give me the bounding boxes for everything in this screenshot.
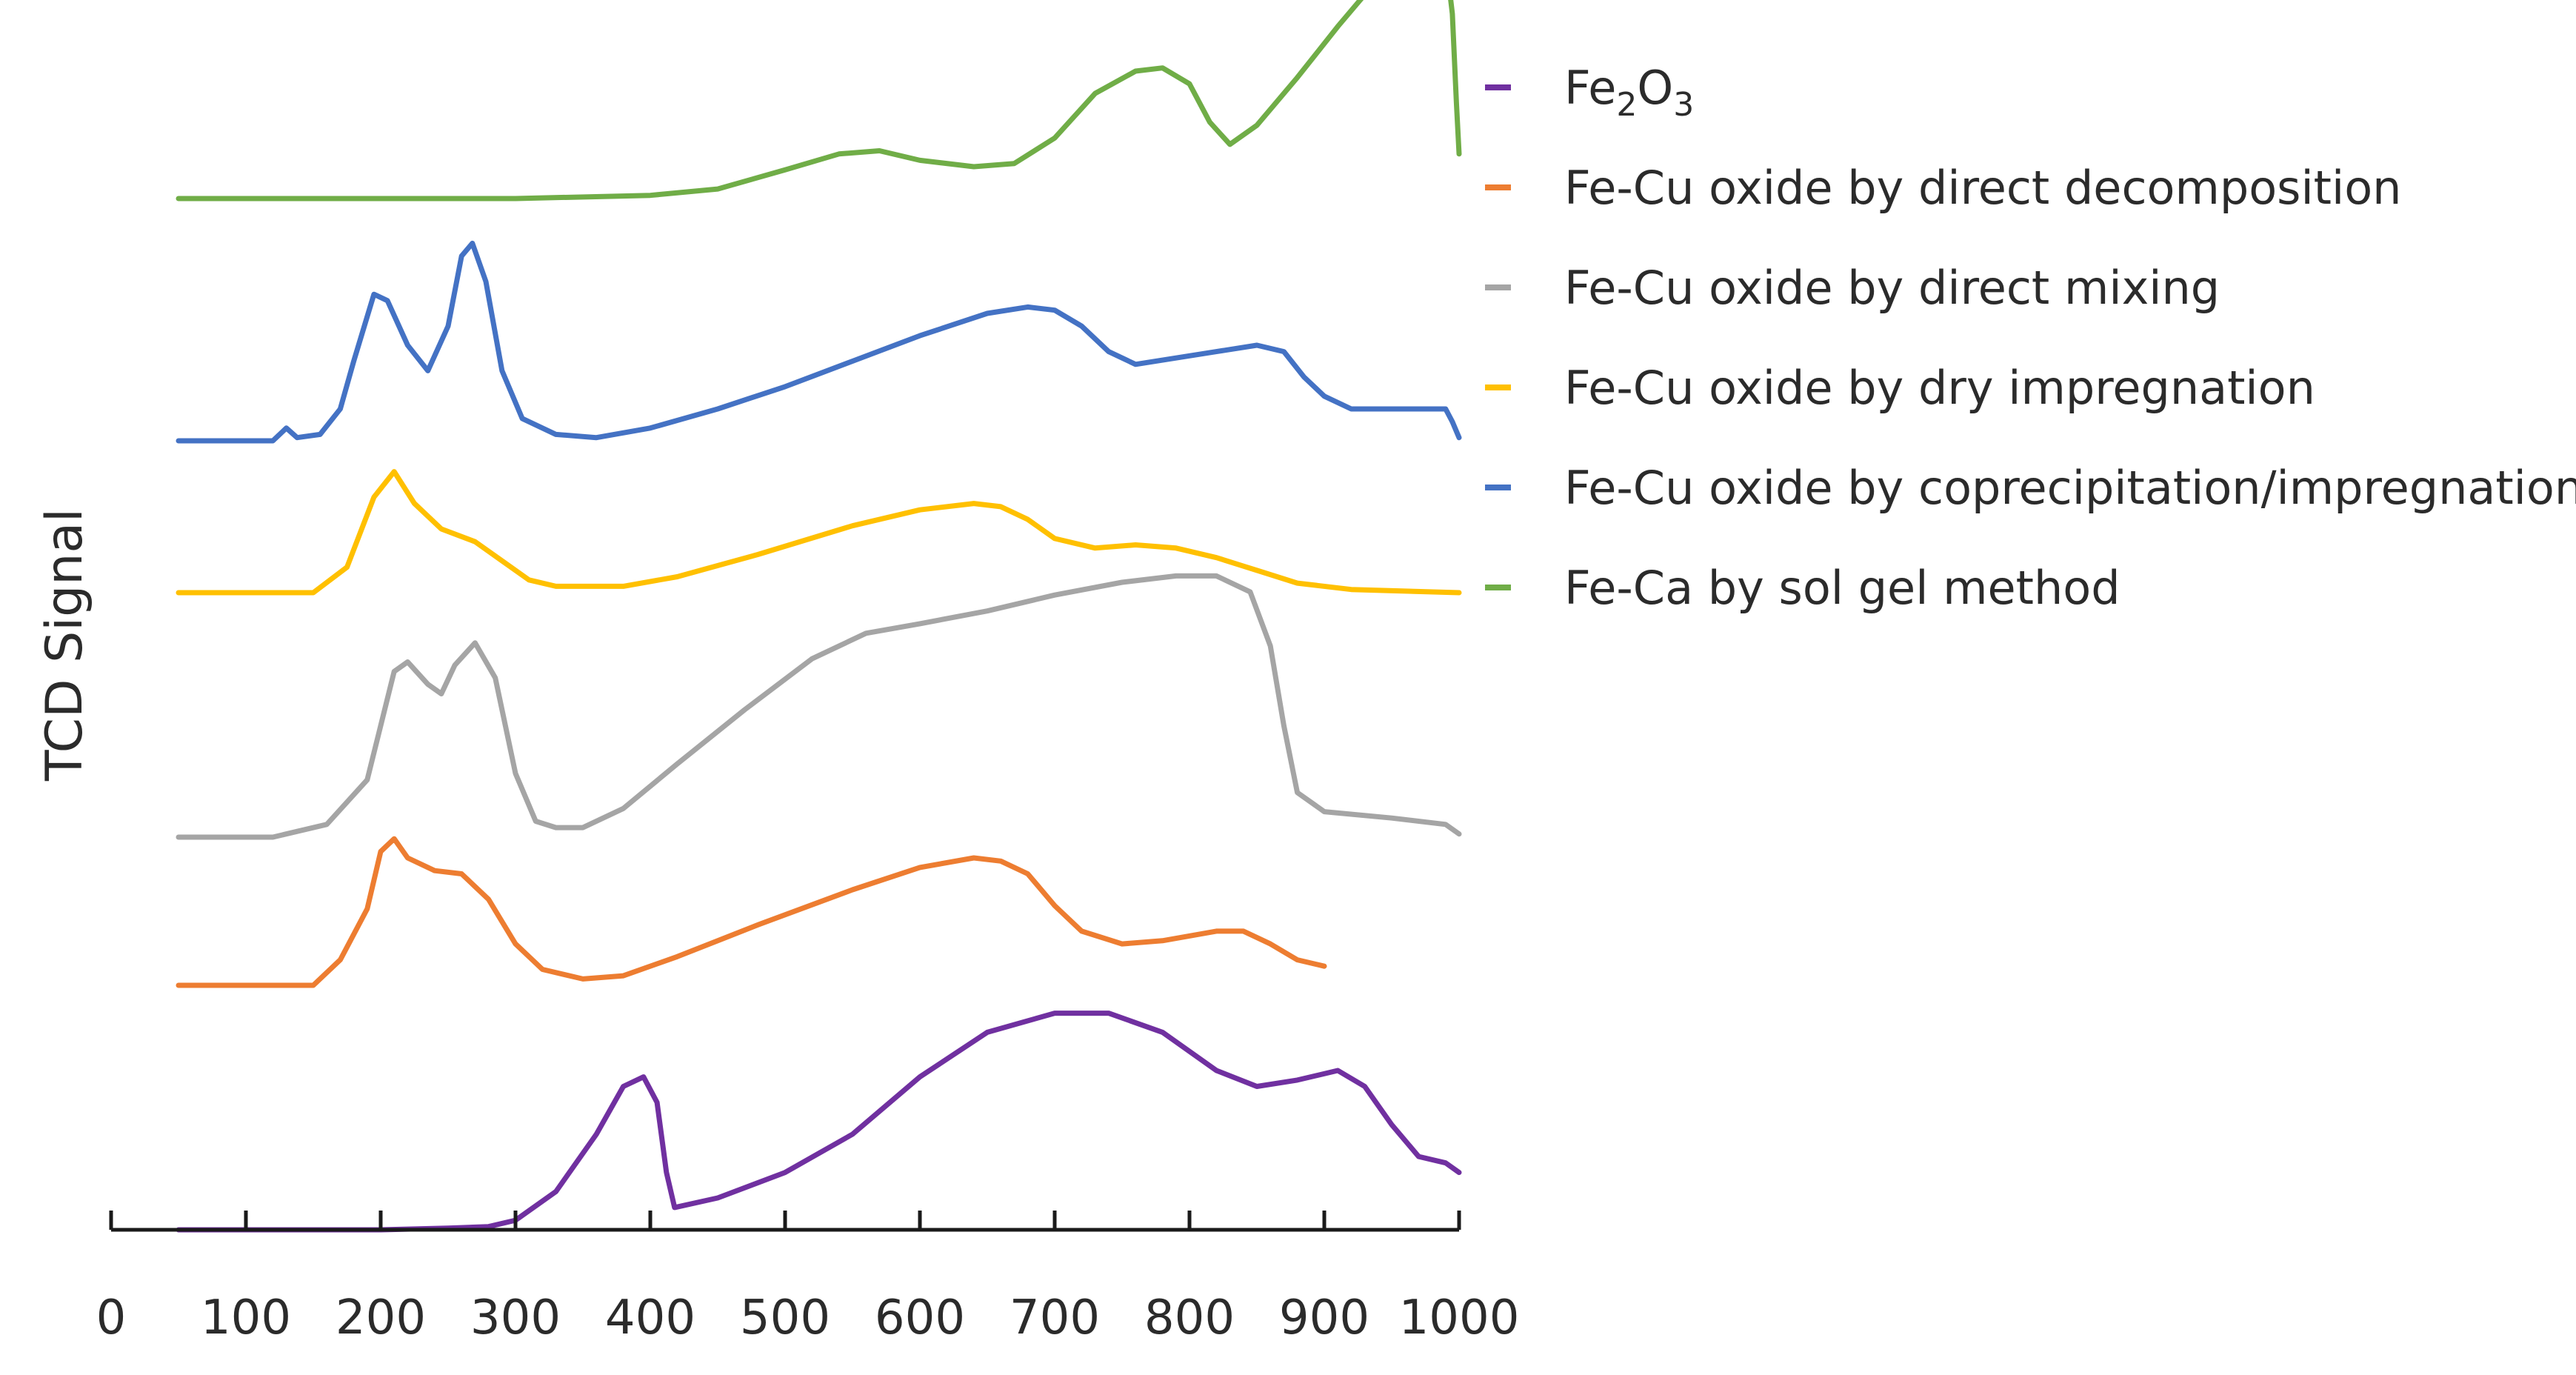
x-tick-label: 300 xyxy=(470,1291,561,1345)
legend-label: Fe-Cu oxide by coprecipitation/impregnat… xyxy=(1564,461,2576,515)
x-axis: 0 100 200 300 400 500 600 700 800 900 1000 xyxy=(96,1211,1520,1345)
series-line-2 xyxy=(176,836,1327,988)
legend-label: Fe2O3 xyxy=(1564,61,1694,124)
x-tick-label: 800 xyxy=(1144,1291,1235,1345)
x-tick-label: 0 xyxy=(96,1291,127,1345)
x-tick-label: 1000 xyxy=(1399,1291,1520,1345)
series-line-3 xyxy=(176,573,1462,840)
series-group xyxy=(176,0,1462,1233)
x-tick-label: 400 xyxy=(605,1291,695,1345)
series-line-6 xyxy=(176,0,1462,202)
legend-label: Fe-Cu oxide by direct decomposition xyxy=(1564,161,2401,215)
series-line-5 xyxy=(176,240,1462,444)
series-line-1 xyxy=(176,1011,1462,1233)
x-tick-label: 700 xyxy=(1010,1291,1100,1345)
legend-label: Fe-Cu oxide by direct mixing xyxy=(1564,261,2220,315)
x-tick-label: 100 xyxy=(201,1291,291,1345)
x-tick-label: 500 xyxy=(740,1291,830,1345)
series-line-4 xyxy=(176,469,1462,596)
x-tick-label: 900 xyxy=(1279,1291,1369,1345)
x-tick-label: 200 xyxy=(336,1291,426,1345)
y-axis-title: TCD Signal xyxy=(36,508,94,782)
legend-label: Fe-Cu oxide by dry impregnation xyxy=(1564,361,2315,415)
legend-label: Fe-Ca by sol gel method xyxy=(1564,561,2120,615)
x-tick-label: 600 xyxy=(875,1291,965,1345)
legend: Fe2O3 Fe-Cu oxide by direct decomposition… xyxy=(1485,61,2576,615)
